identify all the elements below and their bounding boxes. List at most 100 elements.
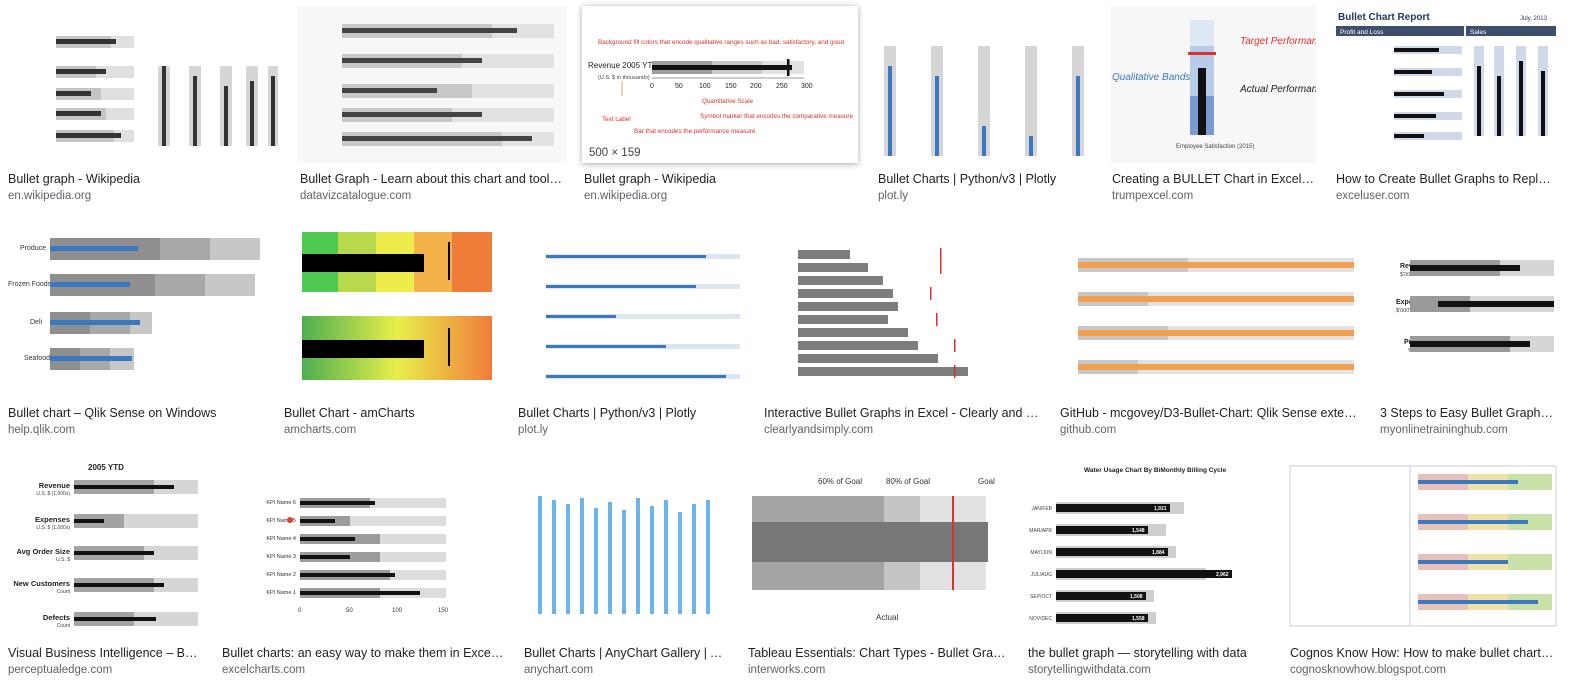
row-label: KPI Name 4 — [266, 536, 296, 542]
row-label: KPI Name 1 — [266, 590, 296, 596]
result-thumbnail[interactable] — [516, 226, 746, 398]
result-source[interactable]: datavizcatalogue.com — [300, 190, 412, 202]
result-title[interactable]: Bullet Charts | Python/v3 | Plotly — [878, 172, 1057, 186]
result-title[interactable]: Bullet Graph - Learn about this chart an… — [300, 172, 564, 186]
result-title[interactable]: Bullet Chart - amCharts — [284, 406, 415, 420]
annotation-qualitative-ranges: Background fill colors that encode quali… — [598, 39, 844, 46]
row-label: Frozen Foods — [8, 281, 52, 288]
result-card-13[interactable]: 2005 YTD Revenue Expenses Avg Order Size… — [6, 460, 206, 680]
result-title[interactable]: Interactive Bullet Graphs in Excel - Cle… — [764, 406, 1040, 420]
annotation-qualitative-bands: Qualitative Bands — [1112, 72, 1190, 83]
result-card-7[interactable]: Produce Frozen Foods Deli Seafood Bullet… — [6, 226, 264, 440]
row-unit: $'000's — [1400, 272, 1417, 278]
result-title[interactable]: Tableau Essentials: Chart Types - Bullet… — [748, 646, 1006, 660]
bullet-graph-thumbnail-image — [56, 36, 278, 146]
result-thumbnail[interactable] — [522, 460, 728, 636]
result-thumbnail[interactable] — [282, 226, 498, 398]
result-source[interactable]: amcharts.com — [284, 424, 357, 436]
cognos-bullet-image — [1289, 465, 1557, 627]
scale-tick: 50 — [675, 83, 683, 90]
result-title[interactable]: Bullet chart – Qlik Sense on Windows — [8, 406, 217, 420]
result-title[interactable]: How to Create Bullet Graphs to Replace G… — [1336, 172, 1556, 186]
result-card-12[interactable]: Revenue $'000's Expenses $'000's Profit … — [1378, 226, 1558, 440]
annotation-60-goal: 60% of Goal — [818, 477, 862, 486]
result-source[interactable]: excelcharts.com — [222, 664, 306, 676]
result-thumbnail[interactable] — [298, 6, 566, 163]
result-source[interactable]: cognosknowhow.blogspot.com — [1290, 664, 1446, 676]
result-card-9[interactable]: Bullet Charts | Python/v3 | Plotly plot.… — [516, 226, 746, 440]
row-value: 1,508 — [1130, 594, 1143, 600]
result-card-2[interactable]: Bullet Graph - Learn about this chart an… — [298, 6, 566, 206]
result-title[interactable]: Visual Business Intelligence – Bullet Gr… — [8, 646, 204, 660]
result-source[interactable]: myonlinetraininghub.com — [1380, 424, 1508, 436]
result-title[interactable]: Creating a BULLET Chart in Excel (a Step… — [1112, 172, 1314, 186]
result-thumbnail[interactable]: Produce Frozen Foods Deli Seafood — [6, 226, 264, 398]
result-title[interactable]: Bullet Charts | AnyChart Gallery | AnyCh… — [524, 646, 726, 660]
result-card-10[interactable]: Interactive Bullet Graphs in Excel - Cle… — [762, 226, 1042, 440]
result-title[interactable]: GitHub - mcgovey/D3-Bullet-Chart: Qlik S… — [1060, 406, 1358, 420]
result-title[interactable]: Bullet Charts | Python/v3 | Plotly — [518, 406, 697, 420]
result-source[interactable]: trumpexcel.com — [1112, 190, 1194, 202]
result-thumbnail[interactable] — [1058, 226, 1360, 398]
result-card-15[interactable]: Bullet Charts | AnyChart Gallery | AnyCh… — [522, 460, 728, 680]
result-thumbnail[interactable]: Background fill colors that encode quali… — [582, 6, 858, 163]
result-thumbnail[interactable]: Revenue $'000's Expenses $'000's Profit … — [1378, 226, 1558, 398]
result-card-17[interactable]: Water Usage Chart By BiMonthly Billing C… — [1026, 460, 1270, 680]
result-thumbnail[interactable]: 60% of Goal 80% of Goal Goal Actual — [746, 460, 1008, 636]
result-thumbnail[interactable] — [1288, 460, 1558, 636]
result-source[interactable]: en.wikipedia.org — [8, 190, 92, 202]
result-thumbnail[interactable]: Water Usage Chart By BiMonthly Billing C… — [1026, 460, 1270, 636]
result-title[interactable]: Bullet graph - Wikipedia — [8, 172, 141, 186]
result-card-4[interactable]: Bullet Charts | Python/v3 | Plotly plot.… — [876, 6, 1092, 206]
result-source[interactable]: anychart.com — [524, 664, 594, 676]
result-card-3-selected[interactable]: Background fill colors that encode quali… — [582, 6, 860, 206]
annotation-chart-sublabel: (U.S. $ in thousands) — [598, 75, 650, 81]
result-thumbnail[interactable] — [6, 6, 282, 163]
result-source[interactable]: interworks.com — [748, 664, 826, 676]
result-source[interactable]: clearlyandsimply.com — [764, 424, 874, 436]
result-source[interactable]: perceptualedge.com — [8, 664, 113, 676]
result-source[interactable]: plot.ly — [878, 190, 909, 202]
result-thumbnail[interactable]: Bullet Chart Report July, 2013 Profit an… — [1334, 6, 1558, 163]
row-value: 1,558 — [1132, 616, 1145, 622]
excelcharts-bullet-image: KPI Name 6 KPI Name 5 KPI Name 4 KPI Nam… — [266, 498, 449, 614]
result-source[interactable]: help.qlik.com — [8, 424, 76, 436]
result-card-16[interactable]: 60% of Goal 80% of Goal Goal Actual Tabl… — [746, 460, 1008, 680]
row-label: Produce — [20, 245, 46, 252]
result-thumbnail[interactable] — [876, 6, 1092, 163]
result-source[interactable]: plot.ly — [518, 424, 549, 436]
annotation-actual: Actual — [876, 613, 898, 622]
result-title[interactable]: the bullet graph — storytelling with dat… — [1028, 646, 1247, 660]
result-card-5[interactable]: Target Performance Marker Qualitative Ba… — [1110, 6, 1316, 206]
result-card-11[interactable]: GitHub - mcgovey/D3-Bullet-Chart: Qlik S… — [1058, 226, 1360, 440]
image-dimensions-badge: 500 × 159 — [582, 143, 648, 163]
result-card-18[interactable]: Cognos Know How: How to make bullet char… — [1288, 460, 1558, 680]
row-label: KPI Name 5 — [266, 518, 296, 524]
result-card-8[interactable]: Bullet Chart - amCharts amcharts.com — [282, 226, 498, 440]
annotation-actual-value: Actual Performance Value — [1239, 84, 1316, 95]
result-thumbnail[interactable]: KPI Name 6 KPI Name 5 KPI Name 4 KPI Nam… — [220, 460, 506, 636]
result-card-1[interactable]: Bullet graph - Wikipedia en.wikipedia.or… — [6, 6, 282, 206]
row-label: Expenses — [35, 515, 70, 524]
result-title[interactable]: Bullet charts: an easy way to make them … — [222, 646, 504, 660]
storytelling-bullet-image: Water Usage Chart By BiMonthly Billing C… — [1029, 467, 1232, 624]
result-source[interactable]: storytellingwithdata.com — [1028, 664, 1151, 676]
result-source[interactable]: exceluser.com — [1336, 190, 1410, 202]
result-thumbnail[interactable]: Target Performance Marker Qualitative Ba… — [1110, 6, 1316, 163]
row-label: MAY/JUN — [1030, 550, 1052, 556]
result-source[interactable]: github.com — [1060, 424, 1117, 436]
result-thumbnail[interactable] — [762, 226, 1042, 398]
result-card-14[interactable]: KPI Name 6 KPI Name 5 KPI Name 4 KPI Nam… — [220, 460, 506, 680]
result-source[interactable]: en.wikipedia.org — [584, 190, 668, 202]
axis-tick: 100 — [392, 608, 403, 614]
result-title[interactable]: Cognos Know How: How to make bullet char… — [1290, 646, 1556, 660]
row-value: 1,921 — [1154, 506, 1167, 512]
result-card-6[interactable]: Bullet Chart Report July, 2013 Profit an… — [1334, 6, 1558, 206]
annotation-80-goal: 80% of Goal — [886, 477, 930, 486]
scale-tick: 150 — [725, 83, 737, 90]
bullet-graph-thumbnail-image — [342, 24, 554, 146]
result-thumbnail[interactable]: 2005 YTD Revenue Expenses Avg Order Size… — [6, 460, 206, 636]
result-title[interactable]: Bullet graph - Wikipedia — [584, 172, 717, 186]
row-label: Defects — [43, 613, 70, 622]
result-title[interactable]: 3 Steps to Easy Bullet Graphs in Excel — [1380, 406, 1556, 420]
